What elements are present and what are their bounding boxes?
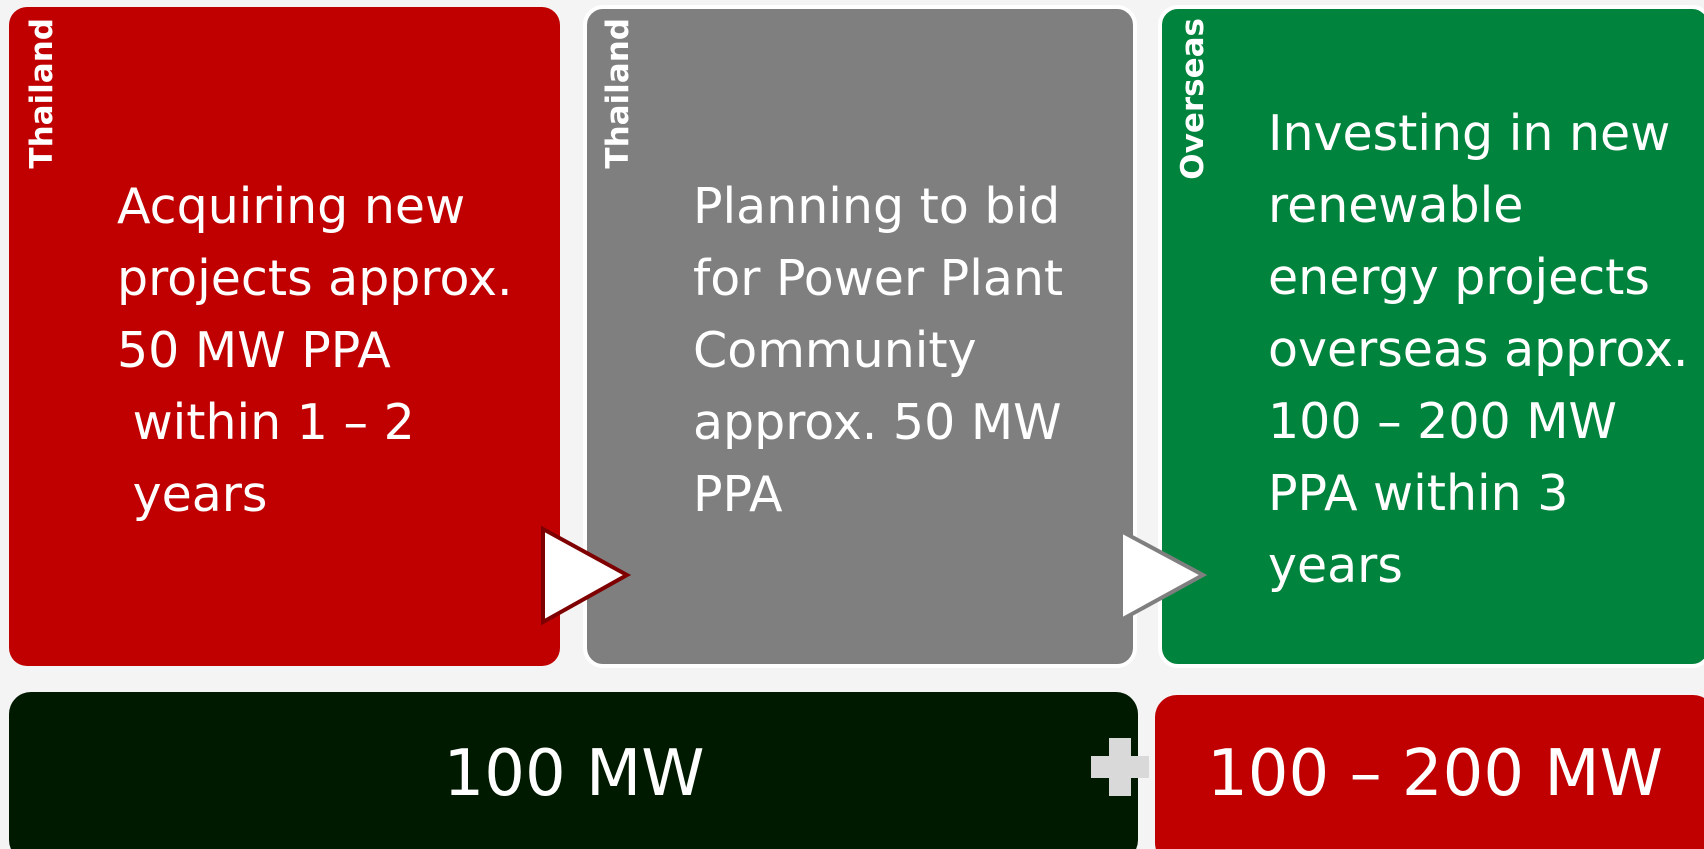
card-red	[9, 7, 560, 666]
card-text: 50 MW PPA	[117, 322, 391, 379]
card-text: years	[117, 466, 267, 523]
total-label: 100 – 200 MW	[1207, 737, 1663, 811]
card-text: projects approx.	[117, 250, 513, 307]
arrow	[541, 525, 632, 626]
content: Thailand Acquiring new projects approx. 50 …	[24, 18, 1688, 811]
card-text: Investing in new	[1268, 105, 1670, 162]
card-text: Community	[693, 322, 977, 379]
card-text: PPA within 3	[1268, 465, 1568, 522]
region-label: Overseas	[1175, 18, 1211, 180]
card-text: for Power Plant	[693, 250, 1063, 307]
total-bar-overseas	[1155, 695, 1704, 849]
card-text: Planning to bid	[693, 178, 1060, 235]
card-gray	[583, 5, 1137, 668]
card-text: years	[1268, 537, 1403, 594]
region-label: Thailand	[24, 18, 60, 169]
card-text: Acquiring new	[117, 178, 465, 235]
region-label: Thailand	[600, 18, 636, 169]
total-bar	[9, 692, 1138, 849]
total-label: 100 MW	[444, 737, 705, 811]
card-text: within 1 – 2	[117, 394, 415, 451]
card-green	[1158, 5, 1704, 668]
arrow	[1119, 527, 1208, 624]
card-text: renewable	[1268, 177, 1523, 234]
card-text: overseas approx.	[1268, 321, 1688, 378]
card-text: approx. 50 MW	[693, 394, 1062, 451]
card-text: energy projects	[1268, 249, 1650, 306]
plus-icon	[1091, 738, 1149, 796]
card-text: 100 – 200 MW	[1268, 393, 1617, 450]
card-text: PPA	[693, 466, 783, 523]
